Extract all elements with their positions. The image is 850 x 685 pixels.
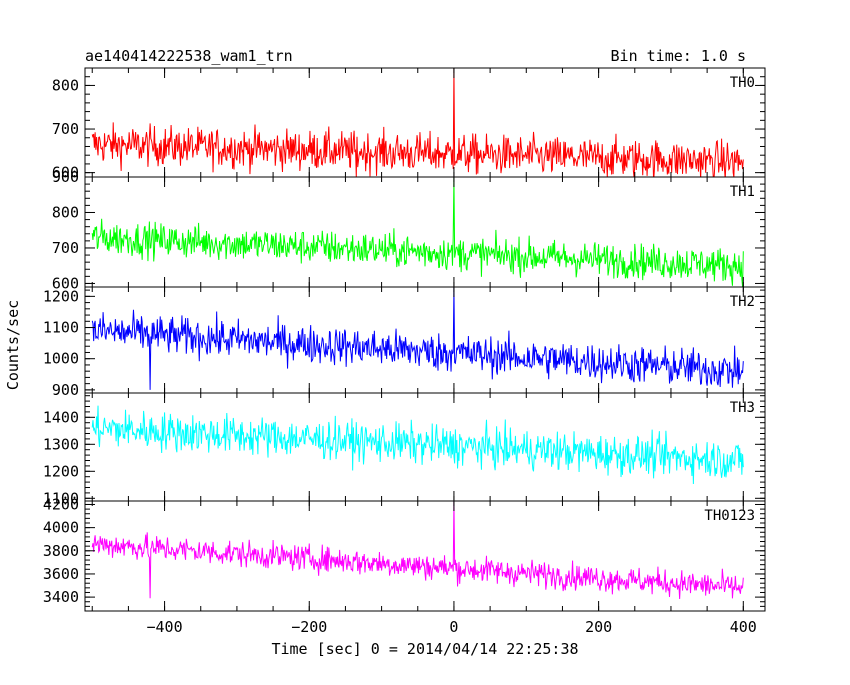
series-line-th3 bbox=[91, 405, 744, 485]
y-tick-label: 700 bbox=[52, 239, 79, 257]
y-tick-label: 1400 bbox=[43, 408, 79, 426]
x-tick-label: 400 bbox=[730, 618, 757, 636]
panels-group: 600 700 800 TH0 600 700 800 900 TH1 900 1000 1100 12… bbox=[43, 67, 766, 612]
channel-label-th2: TH2 bbox=[730, 294, 755, 310]
x-tick-label: −200 bbox=[291, 618, 327, 636]
x-axis: −400 −200 0 200 400 bbox=[147, 618, 757, 636]
channel-label-th1: TH1 bbox=[730, 184, 755, 200]
y-axis-label: Counts/sec bbox=[4, 300, 22, 390]
x-tick-label: 0 bbox=[449, 618, 458, 636]
y-tick-label: 1200 bbox=[43, 287, 79, 305]
channel-label-th0123: TH0123 bbox=[704, 508, 755, 524]
y-tick-label: 1300 bbox=[43, 435, 79, 453]
series-line-th0123 bbox=[91, 501, 744, 599]
chart-title: ae140414222538_wam1_trn bbox=[85, 47, 293, 65]
channel-label-th3: TH3 bbox=[730, 400, 755, 416]
y-tick-label: 800 bbox=[52, 203, 79, 221]
channel-label-th0: TH0 bbox=[730, 75, 755, 91]
y-tick-label: 1100 bbox=[43, 319, 79, 337]
series-line-th2 bbox=[91, 287, 744, 390]
y-tick-label: 600 bbox=[52, 274, 79, 292]
x-axis-label: Time [sec] 0 = 2014/04/14 22:25:38 bbox=[271, 640, 578, 658]
y-tick-label: 700 bbox=[52, 120, 79, 138]
x-tick-label: −400 bbox=[147, 618, 183, 636]
panel-th0123: 3400 3600 3800 4000 4200 TH0123 bbox=[43, 495, 766, 612]
y-tick-label: 1000 bbox=[43, 350, 79, 368]
bin-time-label: Bin time: 1.0 s bbox=[611, 47, 746, 65]
y-tick-label: 800 bbox=[52, 76, 79, 94]
y-tick-label: 3400 bbox=[43, 588, 79, 606]
series-line-th1 bbox=[91, 177, 744, 287]
panel-th0: 600 700 800 TH0 bbox=[52, 67, 766, 182]
y-tick-label: 900 bbox=[52, 168, 79, 186]
panel-th3: 1100 1200 1300 1400 TH3 bbox=[43, 392, 766, 507]
panel-frame bbox=[84, 67, 766, 178]
panel-th2: 900 1000 1100 1200 TH2 bbox=[43, 286, 766, 399]
y-tick-label: 1200 bbox=[43, 462, 79, 480]
y-tick-label: 3600 bbox=[43, 565, 79, 583]
y-tick-label: 600 bbox=[52, 164, 79, 182]
series-line-th0 bbox=[91, 68, 744, 177]
y-tick-label: 4200 bbox=[43, 495, 79, 513]
panel-frame bbox=[84, 500, 766, 612]
y-tick-label: 900 bbox=[52, 381, 79, 399]
y-tick-label: 4000 bbox=[43, 519, 79, 537]
y-tick-label: 3800 bbox=[43, 542, 79, 560]
x-tick-label: 200 bbox=[585, 618, 612, 636]
panel-th1: 600 700 800 900 TH1 bbox=[52, 168, 766, 292]
y-tick-label: 1100 bbox=[43, 489, 79, 507]
